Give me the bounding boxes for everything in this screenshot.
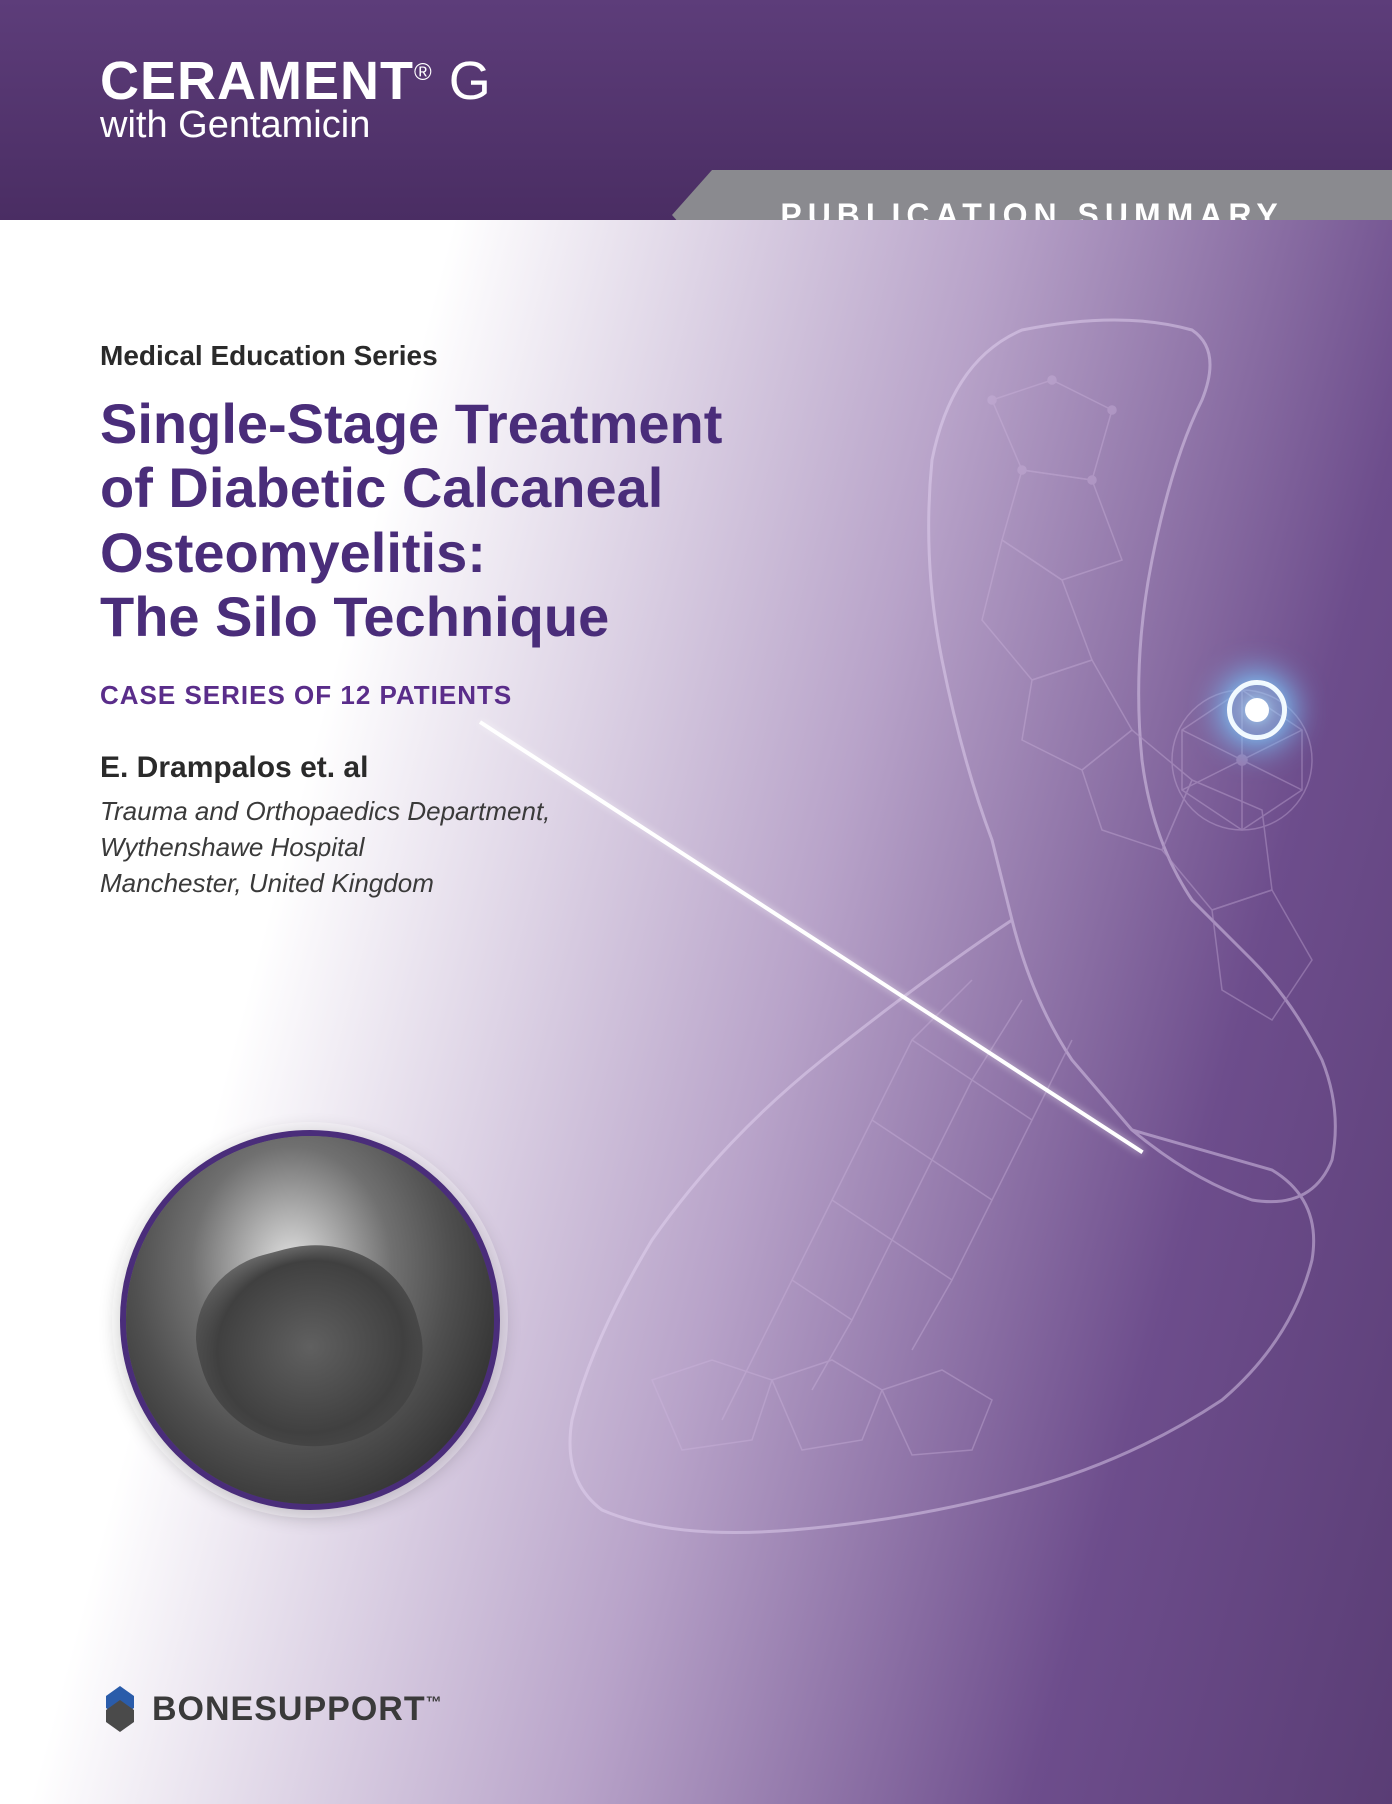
brand-suffix: G	[449, 51, 492, 111]
publication-title: Single-Stage Treatmentof Diabetic Calcan…	[100, 392, 800, 650]
company-logo-icon	[100, 1684, 140, 1734]
series-label: Medical Education Series	[100, 340, 800, 372]
company-name-text: BONESUPPORT	[152, 1690, 426, 1728]
brand-name: CERAMENT® G	[100, 50, 492, 112]
xray-content	[126, 1136, 494, 1504]
target-dot-icon	[1245, 698, 1269, 722]
case-series-subtitle: CASE SERIES OF 12 PATIENTS	[100, 680, 800, 711]
brand-logo: CERAMENT® G with Gentamicin	[100, 50, 492, 147]
company-name: BONESUPPORT™	[152, 1690, 443, 1729]
content-block: Medical Education Series Single-Stage Tr…	[100, 340, 800, 902]
author-affiliation: Trauma and Orthopaedics Department,Wythe…	[100, 793, 800, 902]
registered-mark: ®	[414, 59, 433, 86]
author-name: E. Drampalos et. al	[100, 751, 800, 785]
target-marker	[1227, 680, 1287, 740]
company-logo: BONESUPPORT™	[100, 1684, 443, 1734]
xray-bone-shape	[177, 1221, 443, 1474]
page-root: CERAMENT® G with Gentamicin PUBLICATION …	[0, 0, 1392, 1804]
brand-name-main: CERAMENT	[100, 51, 414, 111]
trademark-symbol: ™	[426, 1694, 443, 1711]
xray-inset-image	[120, 1130, 500, 1510]
